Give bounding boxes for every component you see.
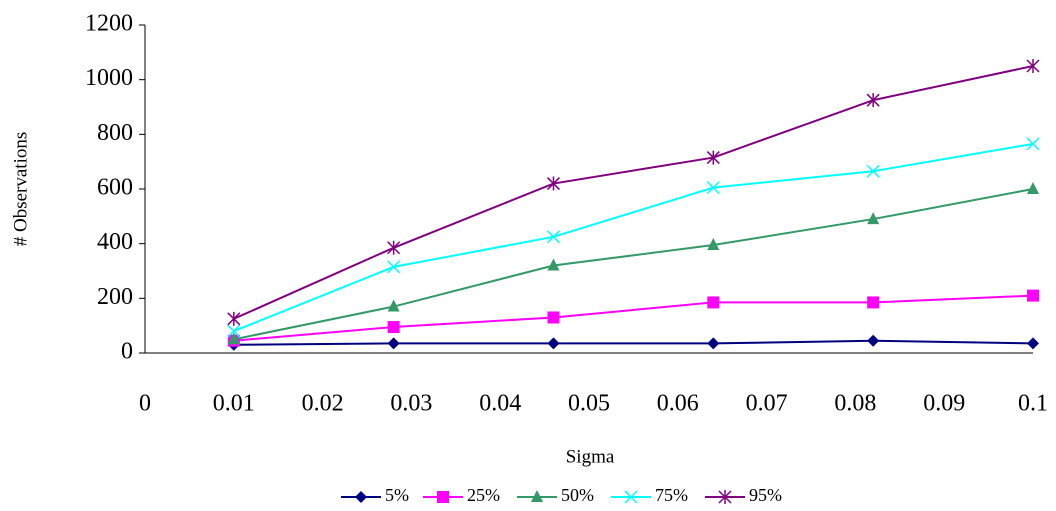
y-tick-label: 1200	[85, 11, 133, 37]
marker	[227, 332, 240, 345]
legend-label: 50%	[561, 485, 594, 505]
marker	[547, 258, 560, 271]
marker	[707, 296, 720, 309]
marker	[227, 311, 241, 326]
legend-marker	[355, 491, 367, 503]
legend-label: 75%	[655, 485, 688, 505]
marker	[707, 238, 720, 251]
legend-marker	[437, 491, 449, 503]
marker	[387, 299, 400, 312]
marker	[867, 212, 880, 225]
x-tick-label: 0.02	[302, 391, 344, 417]
y-tick-label: 600	[97, 175, 133, 201]
x-tick-label: 0.04	[479, 391, 521, 417]
legend-label: 95%	[749, 485, 782, 505]
x-tick-label: 0.01	[213, 391, 255, 417]
series-line	[233, 294, 1034, 342]
marker	[1027, 289, 1039, 302]
marker	[547, 337, 560, 350]
marker	[547, 311, 560, 324]
legend-marker	[624, 490, 638, 504]
marker	[1027, 182, 1039, 194]
marker	[227, 324, 241, 338]
marker	[867, 296, 880, 309]
x-tick-label: 0.03	[390, 391, 432, 417]
legend-marker	[531, 490, 543, 502]
marker	[387, 260, 401, 274]
legend-label: 5%	[385, 485, 409, 505]
x-tick-label: 0.09	[923, 391, 965, 417]
marker	[387, 240, 401, 255]
legend-item: 95%	[705, 485, 782, 505]
x-tick-label: 0.1	[1018, 391, 1048, 417]
legend-label: 25%	[467, 485, 500, 505]
x-tick-label: 0	[139, 391, 151, 417]
series-line	[233, 65, 1034, 320]
marker	[546, 176, 561, 191]
legend-item: 50%	[517, 485, 594, 505]
marker	[866, 164, 880, 178]
marker	[867, 334, 880, 347]
y-axis-title: # Observations	[10, 132, 31, 247]
marker	[706, 181, 720, 195]
x-tick-label: 0.06	[657, 391, 699, 417]
series-line	[233, 188, 1034, 341]
legend-item: 5%	[341, 485, 409, 505]
marker	[866, 93, 880, 108]
marker	[546, 230, 561, 244]
legend-item: 25%	[423, 485, 500, 505]
x-tick-label: 0.08	[834, 391, 876, 417]
marker	[1026, 137, 1040, 151]
marker	[1026, 59, 1040, 73]
x-tick-label: 0.07	[746, 391, 788, 417]
marker	[1027, 337, 1039, 350]
marker	[706, 150, 720, 165]
y-tick-label: 0	[121, 339, 133, 365]
marker	[387, 337, 400, 350]
x-tick-label: 0.05	[568, 391, 610, 417]
y-tick-label: 1000	[85, 65, 133, 91]
y-tick-label: 200	[97, 284, 133, 310]
y-tick-label: 400	[97, 229, 133, 255]
series-line	[233, 142, 1034, 333]
x-axis-title: Sigma	[566, 446, 615, 467]
series-line	[233, 339, 1034, 346]
marker	[707, 337, 720, 350]
marker	[387, 321, 400, 334]
legend-item: 75%	[611, 485, 688, 505]
y-tick-label: 800	[97, 120, 133, 146]
legend-marker	[718, 490, 732, 504]
